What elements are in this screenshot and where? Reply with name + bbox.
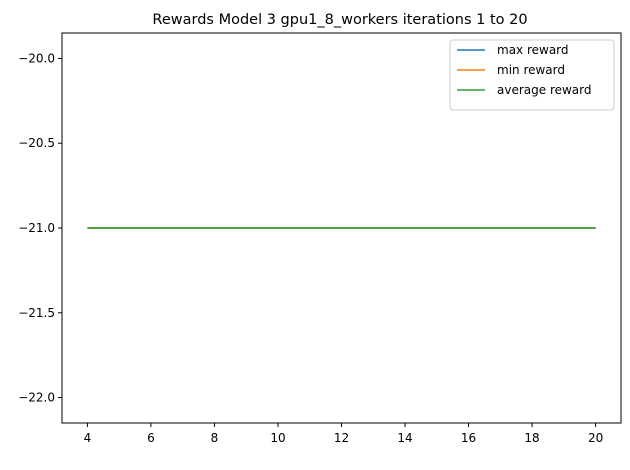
y-axis: −20.0 −20.5 −21.0 −21.5 −22.0 bbox=[18, 51, 62, 405]
legend-label: average reward bbox=[497, 83, 592, 97]
y-tick-label: −21.0 bbox=[18, 221, 55, 235]
chart-title: Rewards Model 3 gpu1_8_workers iteration… bbox=[152, 12, 527, 28]
y-tick-label: −20.0 bbox=[18, 51, 55, 65]
x-tick-label: 12 bbox=[334, 431, 349, 445]
x-tick-label: 20 bbox=[588, 431, 603, 445]
legend-label: min reward bbox=[497, 63, 565, 77]
x-tick-label: 14 bbox=[397, 431, 412, 445]
y-tick-label: −20.5 bbox=[18, 136, 55, 150]
x-tick-label: 4 bbox=[84, 431, 92, 445]
x-tick-label: 6 bbox=[147, 431, 155, 445]
x-tick-label: 18 bbox=[524, 431, 539, 445]
x-tick-label: 10 bbox=[270, 431, 285, 445]
x-tick-label: 8 bbox=[211, 431, 219, 445]
x-axis: 4 6 8 10 12 14 16 18 20 bbox=[84, 423, 603, 445]
legend: max reward min reward average reward bbox=[449, 39, 615, 111]
legend-box bbox=[449, 39, 615, 111]
y-tick-label: −22.0 bbox=[18, 391, 55, 405]
y-tick-label: −21.5 bbox=[18, 306, 55, 320]
x-tick-label: 16 bbox=[461, 431, 476, 445]
legend-label: max reward bbox=[497, 43, 569, 57]
